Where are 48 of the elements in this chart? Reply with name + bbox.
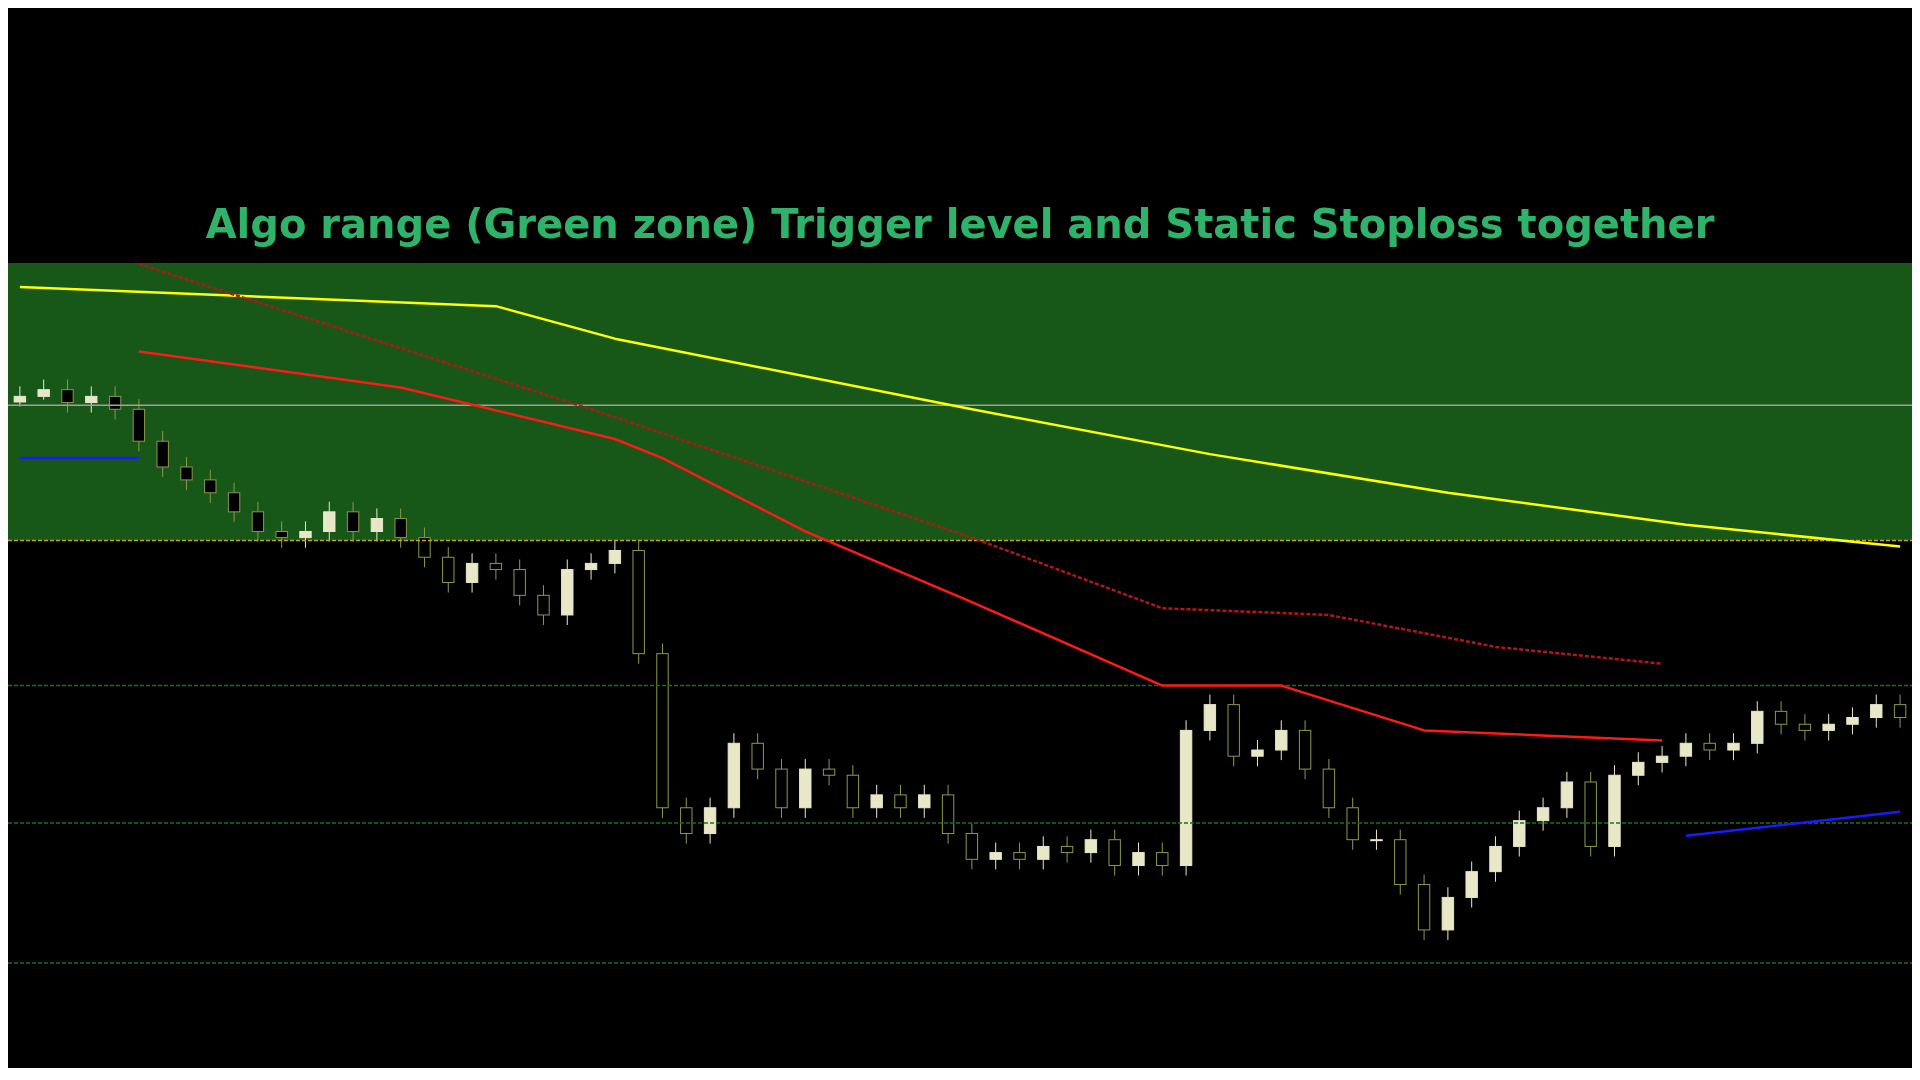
candlestick	[1822, 713, 1835, 741]
candlestick	[1013, 842, 1026, 870]
candlestick	[1632, 751, 1645, 786]
candlestick	[418, 527, 431, 568]
candlestick	[870, 784, 883, 819]
candlestick	[537, 584, 550, 626]
candlestick	[1084, 829, 1098, 864]
candlestick	[1727, 732, 1740, 761]
candlestick	[1536, 797, 1550, 832]
candlestick	[394, 507, 407, 549]
candlestick	[1037, 835, 1050, 870]
candlestick	[1156, 842, 1169, 877]
candlestick	[275, 520, 288, 549]
candlestick	[1679, 732, 1693, 767]
candlestick	[180, 456, 193, 491]
candlestick	[918, 784, 931, 819]
candlestick	[85, 385, 98, 414]
candlestick	[37, 379, 50, 401]
candlestick	[489, 552, 503, 581]
candlestick	[1655, 745, 1669, 773]
candlestick	[1893, 694, 1907, 729]
candlestick	[894, 784, 907, 819]
candlestick	[1798, 713, 1812, 741]
candlestick	[227, 482, 241, 523]
candlestick	[370, 507, 384, 543]
candlestick	[822, 758, 836, 786]
candlestick	[1703, 732, 1716, 761]
candlestick	[204, 469, 217, 504]
candlestick	[1132, 842, 1145, 877]
candlestick	[1060, 835, 1074, 864]
candlestick	[1870, 694, 1883, 729]
candlestick	[465, 552, 479, 594]
candlestick	[1275, 719, 1288, 761]
candlestick	[108, 385, 122, 420]
candlestick	[1774, 700, 1788, 735]
candlestick	[251, 501, 265, 543]
candlestick	[1370, 829, 1383, 851]
candlestick	[61, 379, 74, 414]
candlestick	[1251, 739, 1264, 767]
chart-title: Algo range (Green zone) Trigger level and Static Stoploss together	[205, 201, 1715, 247]
candlestick	[323, 501, 336, 543]
candlestick	[299, 520, 312, 549]
candlestick	[1846, 706, 1859, 735]
candlestick	[13, 385, 27, 407]
candlestick	[608, 539, 622, 574]
candlestick	[584, 552, 598, 581]
candlestick	[989, 842, 1002, 870]
candlestick	[346, 501, 360, 543]
